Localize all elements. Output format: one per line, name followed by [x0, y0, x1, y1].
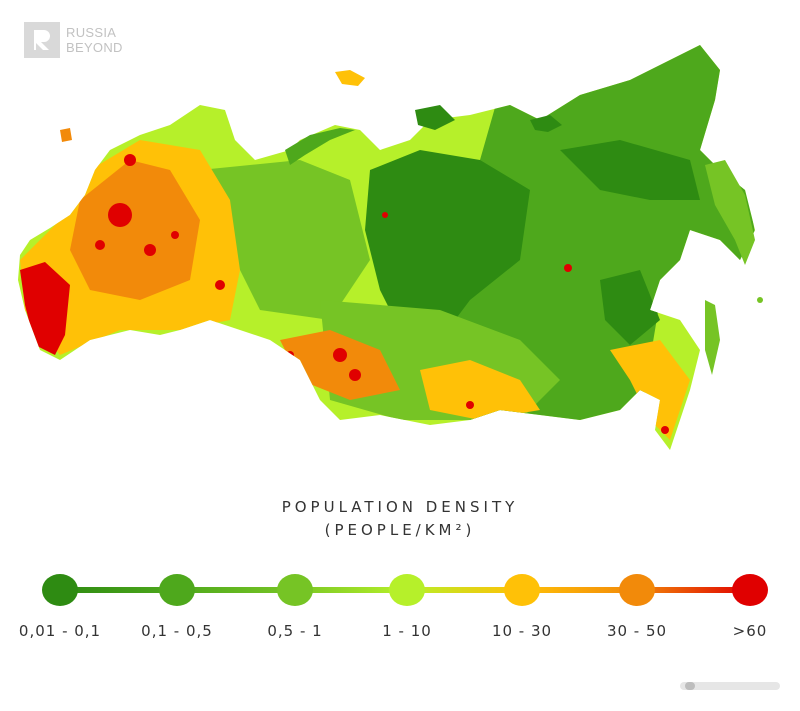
legend-title: POPULATION DENSITY: [281, 498, 519, 516]
legend-swatch-1: [42, 574, 78, 606]
legend-swatch-2: [159, 574, 195, 606]
city-red-2: [95, 240, 105, 250]
region-west-siberia: [200, 160, 370, 320]
novaya-zemlya: [285, 128, 355, 165]
legend-label-7: >60: [732, 622, 768, 640]
legend-swatch-4: [389, 574, 425, 606]
r-logo-icon: [24, 22, 60, 58]
legend-scale: [42, 574, 768, 606]
legend-label-6: 30 - 50: [606, 622, 668, 640]
sakhalin: [705, 300, 720, 375]
brand-name: RUSSIA BEYOND: [66, 25, 123, 55]
new-siberian-islands: [530, 115, 562, 132]
brand-logo: RUSSIA BEYOND: [24, 22, 123, 58]
kuril-islands: [757, 297, 763, 303]
city-red-9: [564, 264, 572, 272]
legend-label-3: 0,5 - 1: [267, 622, 323, 640]
city-red-7: [349, 369, 361, 381]
city-red-3: [144, 244, 156, 256]
region-baikal-orange: [420, 360, 540, 420]
legend-label-1: 0,01 - 0,1: [18, 622, 102, 640]
scrollbar-track[interactable]: [680, 682, 780, 690]
legend-swatch-7: [732, 574, 768, 606]
city-moscow: [108, 203, 132, 227]
legend-label-4: 1 - 10: [382, 622, 432, 640]
city-red-8: [466, 401, 474, 409]
kaliningrad: [60, 128, 72, 142]
region-east-dark-2: [600, 270, 660, 345]
kamchatka: [705, 160, 755, 265]
legend-unit: (PEOPLE/KM²): [324, 521, 476, 539]
scrollbar-thumb[interactable]: [685, 682, 695, 690]
density-map: [18, 45, 763, 450]
city-red-4: [171, 231, 179, 239]
brand-line-2: BEYOND: [66, 40, 123, 55]
region-far-east-orange: [610, 340, 690, 440]
russia-landmass: [18, 45, 763, 450]
legend-label-5: 10 - 30: [491, 622, 553, 640]
franz-josef-land: [335, 70, 365, 86]
region-east-dark: [560, 140, 700, 200]
region-european-orange: [70, 160, 200, 300]
legend-swatch-5: [504, 574, 540, 606]
brand-line-1: RUSSIA: [66, 25, 117, 40]
legend-label-2: 0,1 - 0,5: [141, 622, 213, 640]
city-red-10: [661, 426, 669, 434]
region-siberia-dark: [365, 150, 530, 340]
city-red-1: [124, 154, 136, 166]
legend-swatch-3: [277, 574, 313, 606]
city-red-5: [215, 280, 225, 290]
region-far-east-green: [440, 45, 755, 420]
city-red-6: [333, 348, 347, 362]
legend-swatch-6: [619, 574, 655, 606]
arctic-islands-east: [415, 105, 455, 130]
city-red-11: [382, 212, 388, 218]
city-red-12: [286, 351, 294, 359]
